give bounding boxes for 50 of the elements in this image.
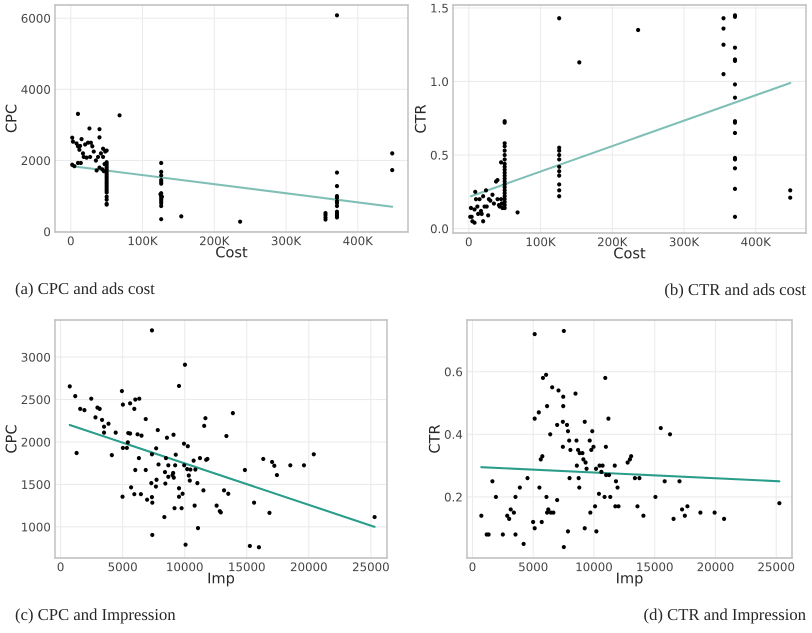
y-axis-title: CPC <box>6 425 17 453</box>
y-tick-label: 0.4 <box>444 430 462 439</box>
x-tick-label: 5000 <box>108 562 137 572</box>
x-tick-label: 20000 <box>698 562 734 572</box>
x-tick-label: 25000 <box>352 562 389 572</box>
x-tick-label: 400K <box>343 236 374 246</box>
x-tick-label: 400K <box>741 237 772 246</box>
x-tick-label: 0 <box>68 236 74 246</box>
y-tick-label: 2000 <box>22 438 50 447</box>
x-tick-label: 200K <box>200 236 230 246</box>
x-tick-label: 100K <box>128 236 158 246</box>
x-axis-title: Imp <box>208 572 234 586</box>
y-tick-label: 1500 <box>22 480 50 490</box>
x-axis-title: Cost <box>614 247 646 258</box>
y-tick-label: 0 <box>44 227 50 236</box>
x-tick-label: 300K <box>670 237 700 246</box>
text: (c) CPC and Impression <box>16 608 176 624</box>
y-tick-label: 6000 <box>22 14 50 23</box>
y-tick-label: 3000 <box>22 352 50 362</box>
y-tick-label: 0.5 <box>430 150 448 160</box>
x-tick-label: 25000 <box>758 562 794 572</box>
text: (b) CTR and ads cost <box>665 283 806 299</box>
x-axis-title: Imp <box>617 572 643 586</box>
y-tick-label: 1000 <box>22 522 50 532</box>
y-axis-title: CPC <box>6 104 17 132</box>
x-axis-title: Cost <box>216 246 248 258</box>
y-tick-label: 1.5 <box>431 4 448 13</box>
text: (d) CTR and Impression <box>644 608 806 624</box>
y-tick-label: 1.0 <box>431 77 448 86</box>
x-tick-label: 200K <box>598 237 628 246</box>
x-tick-label: 10000 <box>576 562 612 572</box>
x-tick-label: 100K <box>526 237 556 246</box>
y-axis-title: CTR <box>428 424 440 453</box>
x-tick-label: 300K <box>272 236 302 246</box>
x-tick-label: 0 <box>58 562 64 572</box>
x-tick-label: 0 <box>466 237 472 246</box>
y-axis-title: CTR <box>414 104 426 133</box>
y-tick-label: 2500 <box>22 395 50 404</box>
y-tick-label: 2000 <box>22 156 50 166</box>
y-tick-label: 0.6 <box>444 367 462 376</box>
x-tick-label: 20000 <box>290 562 327 572</box>
x-tick-label: 5000 <box>519 562 548 572</box>
text: (a) CPC and ads cost <box>16 282 155 298</box>
y-tick-label: 0.2 <box>444 492 462 502</box>
x-tick-label: 0 <box>469 562 476 572</box>
y-tick-label: 0.0 <box>430 224 448 234</box>
x-tick-label: 15000 <box>229 562 265 572</box>
x-tick-label: 10000 <box>167 562 203 572</box>
x-tick-label: 15000 <box>637 562 673 572</box>
y-tick-label: 4000 <box>21 85 50 94</box>
